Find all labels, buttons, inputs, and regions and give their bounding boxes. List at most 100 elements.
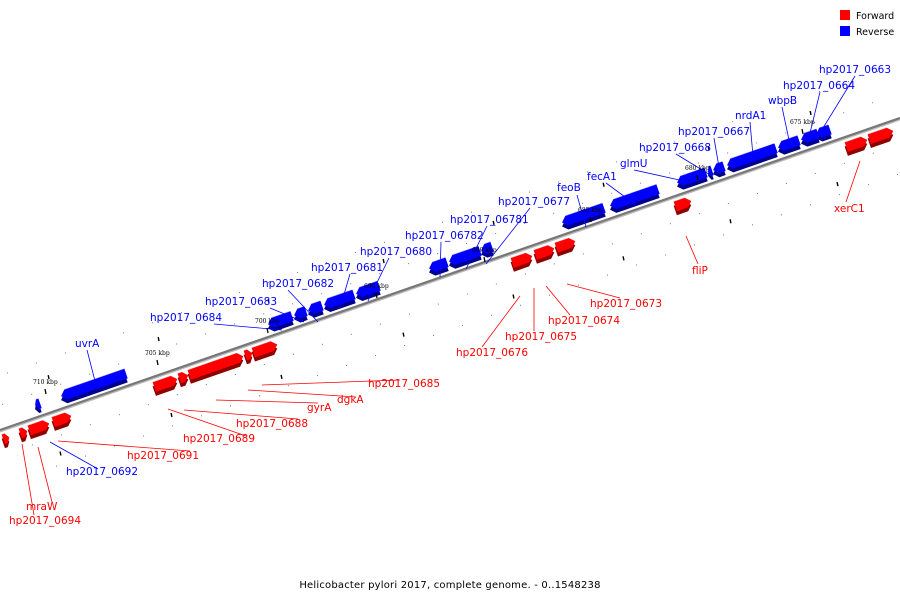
- gene-label[interactable]: hp2017_0663: [819, 64, 891, 76]
- reverse-gene-arrow[interactable]: [816, 124, 832, 142]
- label-leader-line: [213, 323, 283, 331]
- gene-label[interactable]: fecA1: [587, 171, 617, 183]
- reverse-gene-arrow[interactable]: [481, 241, 494, 258]
- label-leader-line: [713, 137, 721, 174]
- forward-gene-arrow[interactable]: [27, 419, 50, 440]
- grid-dot: [669, 172, 671, 174]
- reverse-gene-arrow[interactable]: [35, 398, 42, 413]
- reverse-gene-arrow[interactable]: [708, 165, 714, 180]
- grid-dot: [408, 313, 410, 315]
- label-leader-line: [485, 207, 531, 265]
- gene-label[interactable]: hp2017_0685: [368, 378, 440, 390]
- label-leader-line: [781, 106, 790, 141]
- grid-dot: [698, 162, 700, 164]
- major-tick: [375, 292, 378, 299]
- gene-label[interactable]: hp2017_0692: [66, 466, 138, 478]
- gene-label[interactable]: hp2017_0684: [150, 312, 222, 324]
- reverse-gene-arrow[interactable]: [449, 245, 482, 269]
- grid-dot: [611, 192, 613, 194]
- grid-dot: [64, 352, 66, 354]
- grid-dot: [288, 385, 290, 387]
- gene-label[interactable]: hp2017_0681: [311, 262, 383, 274]
- reverse-gene-arrow[interactable]: [308, 300, 324, 318]
- major-tick: [483, 256, 486, 263]
- gene-label[interactable]: hp2017_0677: [498, 196, 570, 208]
- gene-label[interactable]: hp2017_0688: [236, 418, 308, 430]
- reverse-gene-arrow[interactable]: [324, 289, 356, 313]
- grid-dot: [2, 403, 4, 405]
- gene-label[interactable]: hp2017_0668: [639, 142, 711, 154]
- gene-label[interactable]: hp2017_06782: [405, 230, 484, 242]
- grid-dot: [615, 161, 617, 163]
- arrow-edge: [780, 135, 798, 142]
- forward-gene-arrow[interactable]: [554, 237, 576, 257]
- grid-dot: [404, 344, 406, 346]
- reverse-gene-arrow[interactable]: [294, 305, 308, 323]
- label-leader-line: [339, 273, 351, 309]
- reverse-gene-arrow[interactable]: [778, 135, 801, 155]
- arrow-face: [533, 245, 555, 260]
- gene-label[interactable]: hp2017_0676: [456, 347, 528, 359]
- arrow-face: [187, 353, 244, 380]
- arrow-face: [867, 127, 894, 144]
- forward-gene-arrow[interactable]: [673, 197, 692, 216]
- gene-label[interactable]: hp2017_0683: [205, 296, 277, 308]
- forward-gene-arrow[interactable]: [177, 371, 189, 388]
- gene-label[interactable]: hp2017_0689: [183, 433, 255, 445]
- tick-label: 695 kbp: [364, 283, 389, 290]
- grid-dot: [727, 203, 729, 205]
- reverse-gene-arrow[interactable]: [801, 128, 820, 147]
- grid-dot: [872, 102, 874, 104]
- arrow-edge: [18, 427, 23, 430]
- forward-gene-arrow[interactable]: [867, 127, 894, 148]
- gene-label[interactable]: hp2017_0680: [360, 246, 432, 258]
- reverse-gene-arrow[interactable]: [610, 183, 660, 213]
- forward-gene-arrow[interactable]: [51, 412, 72, 431]
- gene-label[interactable]: wbpB: [768, 95, 797, 107]
- forward-gene-arrow[interactable]: [510, 252, 533, 272]
- grid-dot: [325, 261, 327, 263]
- gene-label[interactable]: nrdA1: [735, 110, 766, 122]
- arrow-face: [554, 238, 576, 253]
- forward-gene-arrow[interactable]: [18, 427, 28, 443]
- label-leader-line: [439, 241, 442, 278]
- arrow-face: [308, 300, 324, 314]
- forward-gene-arrow[interactable]: [1, 433, 10, 449]
- gene-label[interactable]: feoB: [557, 182, 581, 194]
- grid-dot: [466, 293, 468, 295]
- grid-dot: [176, 394, 178, 396]
- gene-label[interactable]: hp2017_0691: [127, 450, 199, 462]
- forward-gene-arrow[interactable]: [243, 349, 253, 365]
- gene-label[interactable]: hp2017_0682: [262, 278, 334, 290]
- reverse-gene-arrow[interactable]: [429, 257, 449, 276]
- gene-label[interactable]: uvrA: [75, 338, 100, 350]
- gene-label[interactable]: gyrA: [307, 402, 332, 414]
- arrow-face: [510, 252, 533, 268]
- forward-gene-arrow[interactable]: [533, 244, 555, 264]
- forward-gene-arrow[interactable]: [187, 352, 244, 384]
- grid-dot: [114, 445, 116, 447]
- reverse-gene-arrow[interactable]: [356, 280, 381, 301]
- grid-dot: [843, 112, 845, 114]
- grid-dot: [760, 111, 762, 113]
- gene-label[interactable]: dgkA: [337, 394, 364, 406]
- grid-dot: [259, 395, 261, 397]
- gene-label[interactable]: fliP: [692, 265, 708, 277]
- gene-label[interactable]: hp2017_06781: [450, 214, 529, 226]
- gene-label[interactable]: hp2017_0667: [678, 126, 750, 138]
- gene-label[interactable]: hp2017_0664: [783, 80, 855, 92]
- gene-label[interactable]: mraW: [26, 501, 58, 513]
- grid-dot: [818, 91, 820, 93]
- gene-label[interactable]: xerC1: [834, 203, 865, 215]
- grid-dot: [60, 434, 62, 436]
- gene-label[interactable]: hp2017_0674: [548, 315, 620, 327]
- forward-gene-arrow[interactable]: [152, 375, 178, 396]
- grid-dot: [578, 284, 580, 286]
- gene-label[interactable]: glmU: [620, 158, 648, 170]
- minor-tick: [809, 110, 812, 116]
- gene-label[interactable]: hp2017_0675: [505, 331, 577, 343]
- gene-label[interactable]: hp2017_0673: [590, 298, 662, 310]
- gene-label[interactable]: hp2017_0694: [9, 515, 81, 527]
- forward-gene-arrow[interactable]: [251, 340, 278, 362]
- forward-gene-arrow[interactable]: [844, 136, 868, 156]
